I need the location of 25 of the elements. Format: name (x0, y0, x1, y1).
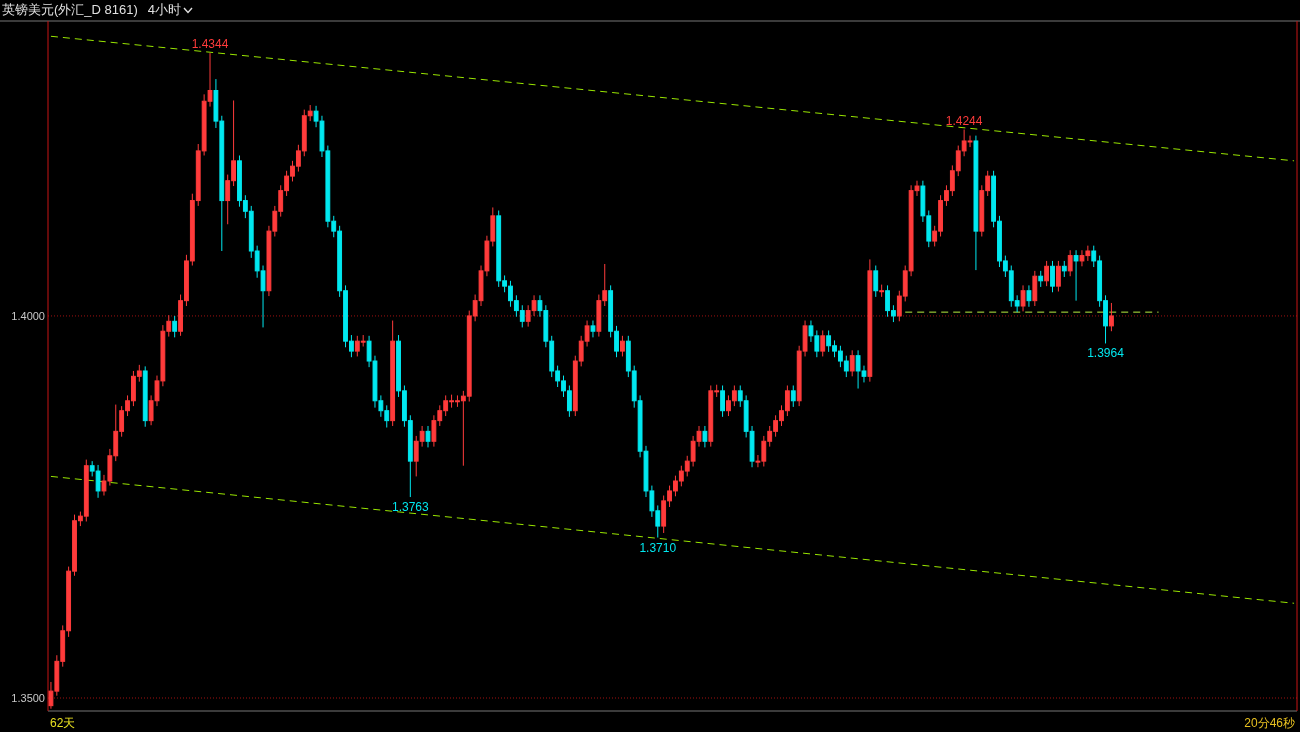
chart-subtitle: 4小时 (147, 1, 182, 19)
candlestick (702, 425, 708, 448)
candlestick (590, 320, 596, 338)
candlestick (790, 384, 796, 408)
y-tick-label: 1.3500 (11, 692, 45, 705)
annotation: 1.3763 (391, 500, 430, 515)
candlestick (1038, 270, 1044, 288)
chart-title: 英镑美元(外汇_D 8161) (2, 1, 138, 19)
candlestick (973, 135, 979, 271)
candlestick (390, 320, 396, 427)
candlestick (867, 258, 873, 383)
y-tick-label: 1.4000 (11, 309, 45, 322)
annotation: 1.3710 (639, 540, 677, 555)
candlestick (1032, 270, 1038, 307)
text: 20分46秒 (1244, 716, 1295, 730)
candlestick (1026, 284, 1032, 308)
candlestick (1044, 260, 1050, 287)
candlestick (425, 425, 431, 448)
annotation: 1.4344 (191, 37, 229, 52)
candlestick (720, 384, 725, 418)
annotation: 1.3964 (1087, 346, 1125, 361)
candlestick (1073, 249, 1079, 302)
annotation: 1.4244 (945, 113, 983, 128)
text: 62天 (50, 716, 76, 730)
candlestick (1020, 284, 1026, 312)
